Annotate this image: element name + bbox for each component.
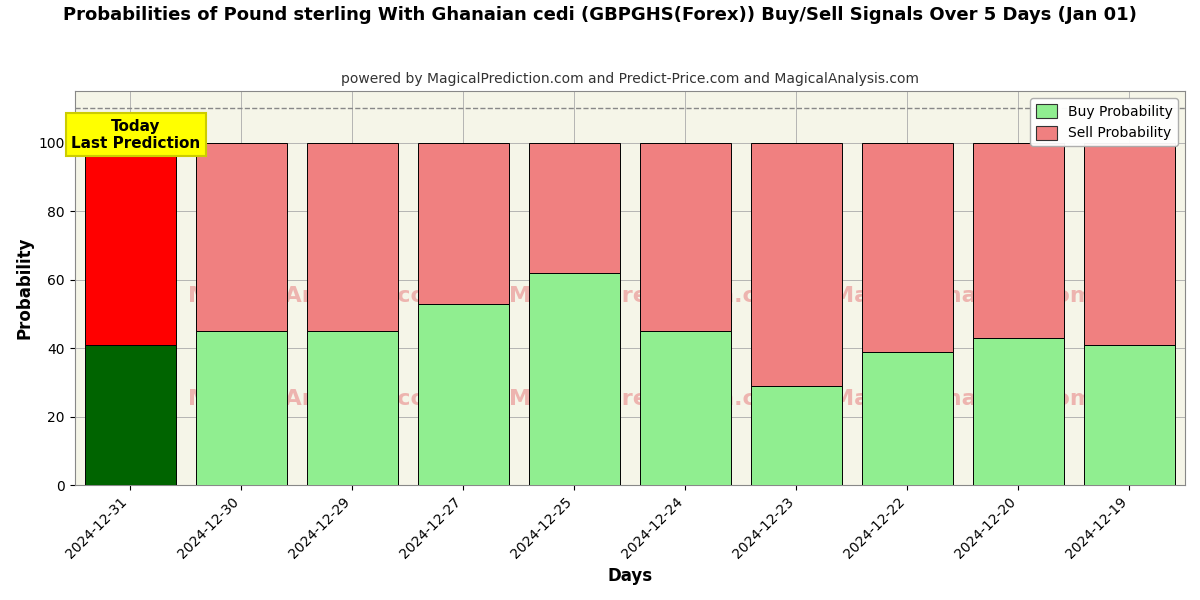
- Bar: [418, 304, 509, 485]
- Title: powered by MagicalPrediction.com and Predict-Price.com and MagicalAnalysis.com: powered by MagicalPrediction.com and Pre…: [341, 72, 919, 86]
- Bar: [529, 143, 620, 273]
- Bar: [1084, 345, 1175, 485]
- Bar: [751, 386, 842, 485]
- Bar: [862, 143, 953, 352]
- Bar: [1084, 143, 1175, 345]
- Text: MagicalAnalysis.com: MagicalAnalysis.com: [833, 389, 1093, 409]
- Bar: [973, 338, 1064, 485]
- Text: MagicalPrediction.com: MagicalPrediction.com: [509, 389, 794, 409]
- Bar: [85, 143, 175, 345]
- Bar: [307, 331, 397, 485]
- Text: Today
Last Prediction: Today Last Prediction: [71, 119, 200, 151]
- Text: MagicalPrediction.com: MagicalPrediction.com: [509, 286, 794, 306]
- Bar: [418, 143, 509, 304]
- Text: MagicalAnalysis.com: MagicalAnalysis.com: [188, 286, 450, 306]
- Text: Probabilities of Pound sterling With Ghanaian cedi (GBPGHS(Forex)) Buy/Sell Sign: Probabilities of Pound sterling With Gha…: [64, 6, 1136, 24]
- Bar: [196, 331, 287, 485]
- Bar: [85, 345, 175, 485]
- Y-axis label: Probability: Probability: [16, 237, 34, 340]
- Bar: [973, 143, 1064, 338]
- Bar: [196, 143, 287, 331]
- Bar: [529, 273, 620, 485]
- Bar: [751, 143, 842, 386]
- Bar: [307, 143, 397, 331]
- X-axis label: Days: Days: [607, 567, 653, 585]
- Text: MagicalAnalysis.com: MagicalAnalysis.com: [833, 286, 1093, 306]
- Bar: [862, 352, 953, 485]
- Text: MagicalAnalysis.com: MagicalAnalysis.com: [188, 389, 450, 409]
- Bar: [640, 331, 731, 485]
- Legend: Buy Probability, Sell Probability: Buy Probability, Sell Probability: [1030, 98, 1178, 146]
- Bar: [640, 143, 731, 331]
